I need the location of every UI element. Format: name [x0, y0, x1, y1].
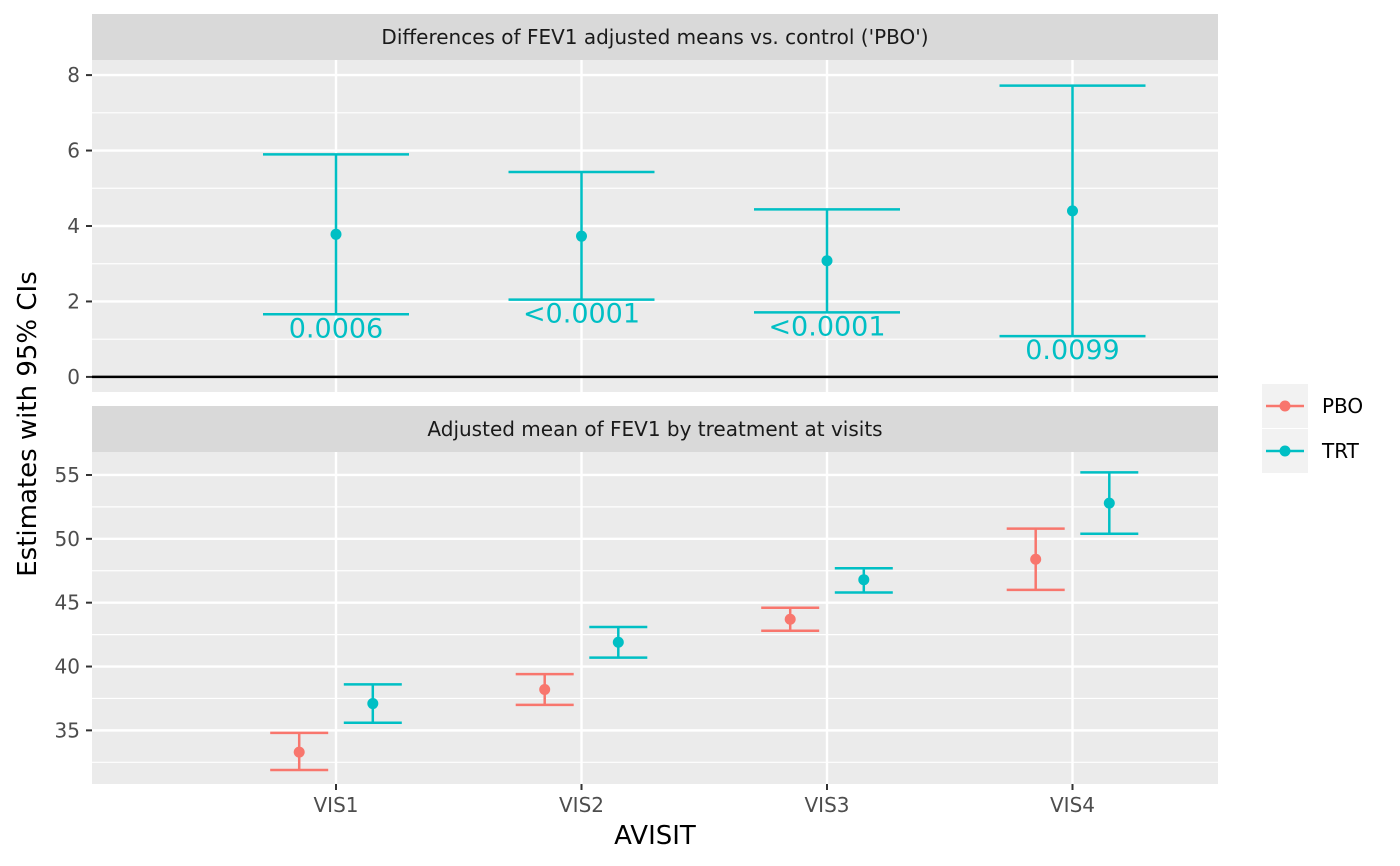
y-tick-label: 6 — [67, 139, 80, 163]
top-y-axis: 0 2 4 6 8 — [67, 63, 92, 389]
bottom-strip-background — [92, 406, 1218, 452]
bottom-series — [270, 471, 1139, 772]
legend: PBO TRT — [1262, 384, 1363, 473]
pvalue-label: 0.0006 — [289, 313, 383, 344]
top-strip-title: Differences of FEV1 adjusted means vs. c… — [381, 25, 928, 49]
pbo-point — [1030, 553, 1042, 565]
y-tick-label: 0 — [67, 365, 80, 389]
series-pbo — [270, 527, 1065, 772]
top-strip-background — [92, 14, 1218, 60]
pbo-point — [539, 684, 551, 696]
y-tick-label: 4 — [67, 214, 80, 238]
pbo-point — [293, 746, 305, 758]
y-tick-label: 55 — [55, 463, 80, 487]
pvalue-label: <0.0001 — [523, 299, 640, 330]
top-series-trt: 0.0006 <0.0001 <0.0001 0.0099 — [263, 84, 1146, 366]
bottom-panel: Adjusted mean of FEV1 by treatment at vi… — [55, 406, 1218, 784]
legend-label-pbo: PBO — [1322, 394, 1363, 418]
bottom-panel-background — [92, 452, 1218, 784]
y-tick-label: 50 — [55, 527, 80, 551]
bottom-strip-title: Adjusted mean of FEV1 by treatment at vi… — [427, 417, 882, 441]
y-tick-label: 35 — [55, 718, 80, 742]
trt-point — [612, 636, 624, 648]
trt-point — [1103, 497, 1115, 509]
x-tick-label: VIS3 — [805, 793, 850, 817]
y-tick-label: 45 — [55, 591, 80, 615]
trt-diff-point — [821, 255, 833, 267]
x-axis: VIS1 VIS2 VIS3 VIS4 — [314, 784, 1095, 817]
pbo-point — [784, 613, 796, 625]
trt-point — [858, 574, 870, 586]
x-tick-label: VIS2 — [559, 793, 604, 817]
legend-label-trt: TRT — [1321, 439, 1360, 463]
y-tick-label: 2 — [67, 289, 80, 313]
top-panel: Differences of FEV1 adjusted means vs. c… — [67, 14, 1218, 392]
y-axis-title: Estimates with 95% CIs — [13, 271, 43, 577]
x-tick-label: VIS1 — [314, 793, 359, 817]
trt-diff-point — [330, 228, 342, 240]
bottom-gridlines — [92, 452, 1218, 784]
pvalue-label: <0.0001 — [768, 311, 885, 342]
legend-key-point-trt — [1279, 445, 1291, 457]
trt-diff-point — [576, 230, 587, 242]
bottom-y-axis: 35 40 45 50 55 — [55, 463, 92, 742]
x-tick-label: VIS4 — [1050, 793, 1095, 817]
trt-point — [367, 698, 379, 710]
y-tick-label: 8 — [67, 63, 80, 87]
trt-diff-point — [1067, 205, 1078, 217]
series-trt — [343, 471, 1139, 724]
legend-key-point-pbo — [1279, 400, 1291, 412]
y-tick-label: 40 — [55, 655, 80, 679]
pvalue-label: 0.0099 — [1025, 335, 1119, 366]
x-axis-title: AVISIT — [614, 821, 696, 851]
